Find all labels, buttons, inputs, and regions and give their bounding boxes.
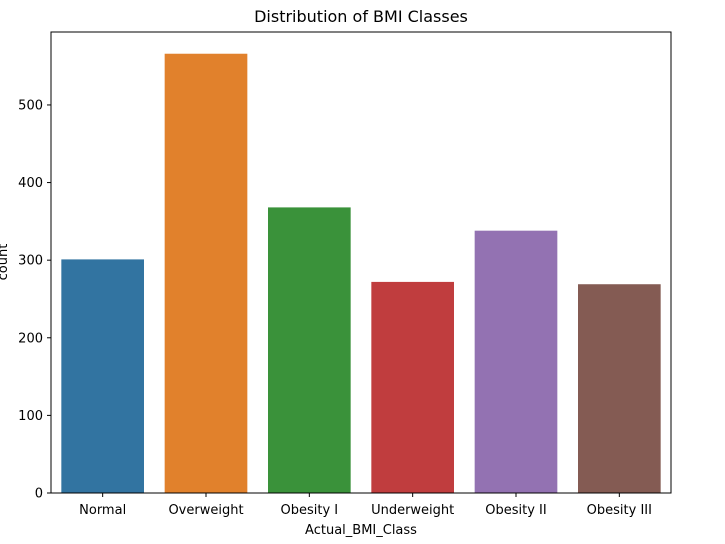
bars-group: [61, 53, 661, 494]
y-axis-ticks: 0 100 200 300 400 500: [18, 98, 51, 502]
y-tick-label: 300: [18, 254, 43, 269]
x-tick-label: Obesity III: [587, 503, 652, 518]
bar-obesity-i: [268, 207, 351, 493]
x-tick-label: Obesity I: [281, 503, 339, 518]
y-tick-label: 100: [18, 409, 43, 424]
x-tick-label: Obesity II: [485, 503, 546, 518]
x-tick-label: Normal: [79, 503, 126, 518]
bar-obesity-ii: [474, 230, 558, 494]
y-tick-label: 500: [18, 98, 43, 113]
bar-overweight: [164, 53, 248, 493]
bar-normal: [61, 259, 145, 493]
plot-frame: [50, 31, 672, 494]
y-tick-label: 0: [35, 487, 43, 502]
y-tick-label: 200: [18, 331, 43, 346]
x-axis-label: Actual_BMI_Class: [305, 523, 417, 538]
x-tick-label: Underweight: [371, 503, 454, 518]
y-tick-label: 400: [18, 176, 43, 191]
y-axis-label: count: [0, 244, 11, 281]
chart-title: Distribution of BMI Classes: [254, 7, 468, 26]
x-axis-ticks: Normal Overweight Obesity I Underweight Obes…: [79, 493, 652, 518]
bar-underweight: [371, 281, 454, 493]
bar-obesity-iii: [578, 284, 661, 493]
x-tick-label: Overweight: [168, 503, 243, 518]
